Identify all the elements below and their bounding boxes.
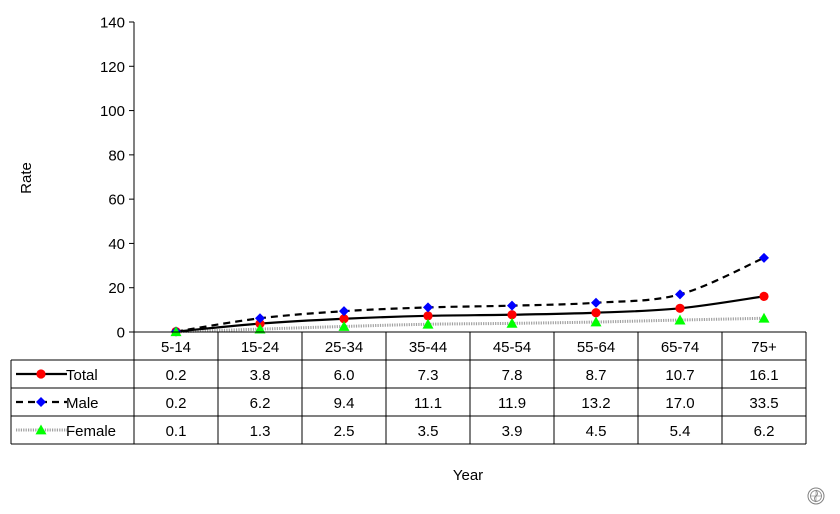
female-point <box>590 316 602 327</box>
x-tick-label: 35-44 <box>409 339 447 356</box>
table-cell: 6.2 <box>754 423 775 440</box>
y-axis-label: Rate <box>18 162 35 194</box>
y-axis: 0 20 40 60 80 100 120 140 <box>100 15 135 342</box>
male-legend-marker <box>36 397 46 407</box>
x-tick-label: 65-74 <box>661 339 699 356</box>
male-point <box>759 252 769 263</box>
male-series-line <box>175 256 765 333</box>
x-axis-label: Year <box>453 467 483 484</box>
total-point <box>507 310 517 320</box>
total-point <box>423 311 433 321</box>
table-cell: 3.9 <box>502 423 523 440</box>
legend-entry: Male <box>66 395 99 412</box>
male-point <box>339 306 349 317</box>
y-tick-label: 80 <box>108 147 125 164</box>
x-tick-label: 15-24 <box>241 339 279 356</box>
y-tick-label: 120 <box>100 59 125 76</box>
series-lines <box>175 256 765 334</box>
y-tick-label: 60 <box>108 192 125 209</box>
total-series-line <box>175 295 765 333</box>
table-cell: 0.2 <box>166 395 187 412</box>
total-point <box>675 303 685 313</box>
x-tick-label: 5-14 <box>161 339 191 356</box>
total-point <box>759 291 769 301</box>
table-cell: 3.8 <box>250 367 271 384</box>
table-cell: 10.7 <box>665 367 694 384</box>
y-tick-label: 40 <box>108 236 125 253</box>
total-legend-marker <box>36 369 46 379</box>
table-cell: 2.5 <box>334 423 355 440</box>
female-point <box>674 314 686 325</box>
female-point <box>338 320 350 331</box>
female-legend-marker <box>35 424 47 435</box>
table-cell: 33.5 <box>749 395 778 412</box>
table-cell: 5.4 <box>670 423 691 440</box>
table-cell: 8.7 <box>586 367 607 384</box>
table-cell: 3.5 <box>418 423 439 440</box>
y-tick-label: 0 <box>117 325 125 342</box>
female-point <box>170 326 182 337</box>
table-cell: 13.2 <box>581 395 610 412</box>
y-tick-label: 100 <box>100 103 125 120</box>
x-tick-label: 55-64 <box>577 339 615 356</box>
series-markers <box>170 252 770 337</box>
total-point <box>339 314 349 324</box>
table-cell: 16.1 <box>749 367 778 384</box>
table-cell: 9.4 <box>334 395 355 412</box>
female-point <box>758 312 770 323</box>
table-cell: 1.3 <box>250 423 271 440</box>
male-point <box>507 300 517 311</box>
x-tick-label: 45-54 <box>493 339 531 356</box>
legend-entry: Female <box>66 423 116 440</box>
y-tick-label: 20 <box>108 280 125 297</box>
table-cell: 0.2 <box>166 367 187 384</box>
table-cell: 7.8 <box>502 367 523 384</box>
male-point <box>255 313 265 324</box>
x-tick-label: 75+ <box>751 339 777 356</box>
total-point <box>591 308 601 318</box>
y-tick-label: 140 <box>100 15 125 32</box>
total-point <box>255 318 265 329</box>
table-cell: 11.1 <box>414 395 442 412</box>
female-point <box>254 323 266 334</box>
data-table: 5-14 15-24 25-34 35-44 45-54 55-64 65-74 75+ Tot… <box>10 331 807 445</box>
x-tick-label: 25-34 <box>325 339 363 356</box>
female-point <box>422 318 434 329</box>
female-point <box>506 317 518 328</box>
table-cell: 7.3 <box>418 367 439 384</box>
table-cell: 0.1 <box>166 423 187 440</box>
table-cell: 6.0 <box>334 367 355 384</box>
who-emblem-icon <box>807 487 825 505</box>
male-point <box>675 289 685 300</box>
table-cell: 4.5 <box>586 423 607 440</box>
table-cell: 17.0 <box>665 395 694 412</box>
table-cell: 11.9 <box>498 395 526 412</box>
male-point <box>423 302 433 313</box>
table-cell: 6.2 <box>250 395 271 412</box>
male-point <box>591 297 601 308</box>
legend-entry: Total <box>66 367 98 384</box>
